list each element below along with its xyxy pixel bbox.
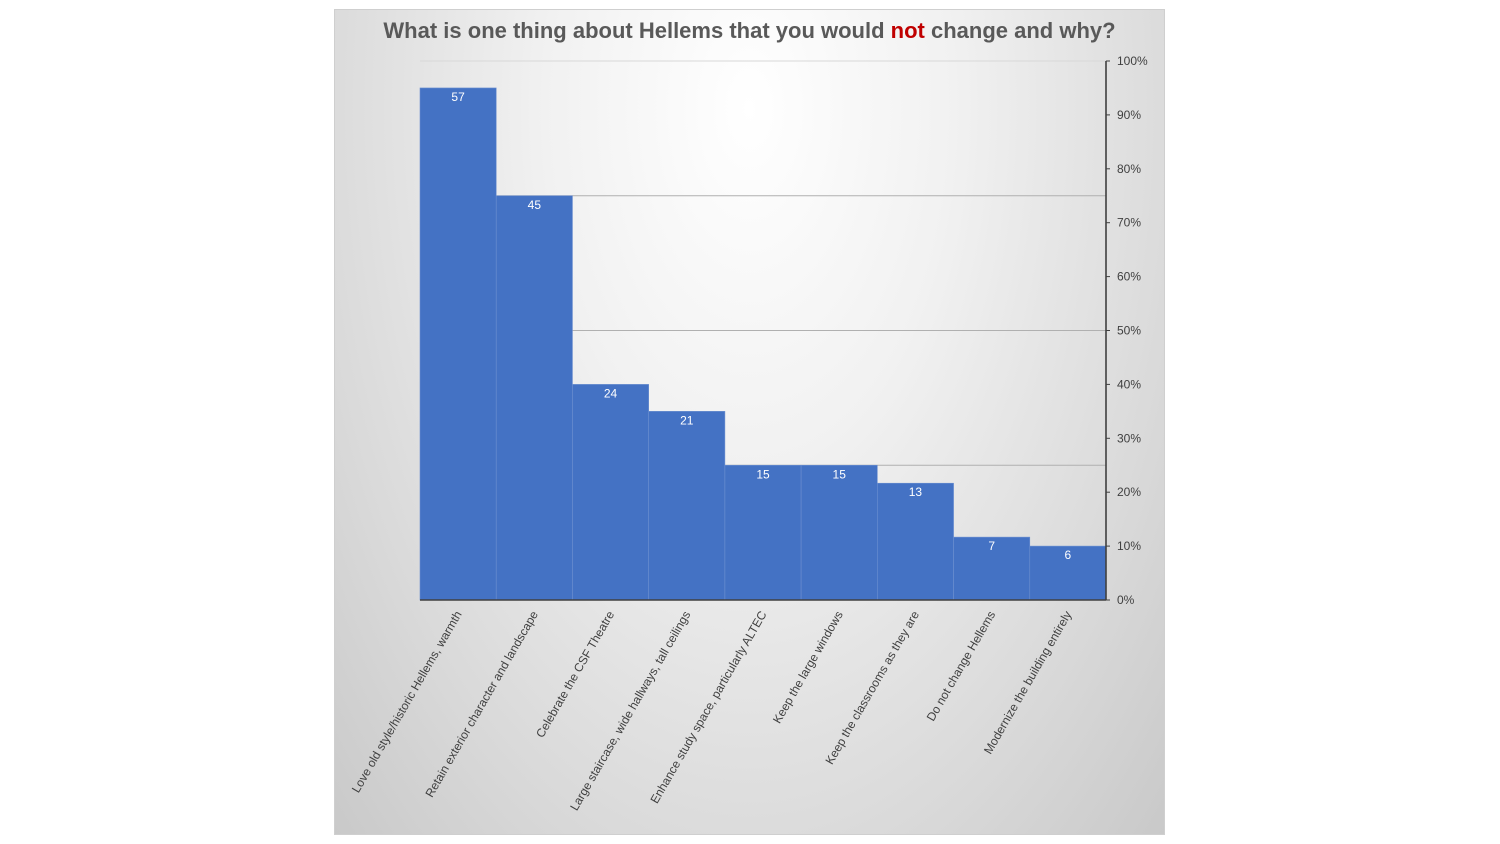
bar [1029, 545, 1107, 601]
axis-tick-label: 70% [1117, 216, 1141, 230]
bar [953, 536, 1031, 601]
bar [572, 384, 649, 601]
chart-title: What is one thing about Hellems that you… [335, 18, 1164, 44]
data-label: 24 [604, 386, 618, 400]
title-suffix: change and why? [924, 18, 1116, 43]
bar [724, 464, 802, 601]
axis-tick-label: 40% [1117, 377, 1141, 391]
category-label: Celebrate the CSF Theatre [533, 608, 617, 740]
data-label: 45 [528, 198, 542, 212]
bar [495, 195, 573, 601]
axis-tick-label: 50% [1117, 324, 1141, 338]
category-label: Do not change Hellems [924, 609, 998, 724]
data-label: 6 [1065, 548, 1072, 562]
category-label: Large staircase, wide hallways, tall cei… [567, 609, 693, 814]
axis-tick-label: 20% [1117, 485, 1141, 499]
bar [800, 464, 878, 601]
data-label: 21 [680, 413, 694, 427]
data-label: 7 [988, 539, 995, 553]
bar [419, 87, 497, 601]
chart-panel: What is one thing about Hellems that you… [334, 9, 1165, 835]
axis-tick-label: 30% [1117, 431, 1141, 445]
axis-tick-label: 10% [1117, 539, 1141, 553]
title-prefix: What is one thing about Hellems that you… [383, 18, 891, 43]
axis-tick-label: 90% [1117, 108, 1141, 122]
data-label: 15 [756, 467, 770, 481]
category-label: Modernize the building entirely [981, 609, 1075, 757]
category-label: Keep the large windows [770, 609, 846, 726]
title-emphasis: not [890, 18, 925, 43]
data-label: 13 [909, 485, 923, 499]
bar [648, 411, 726, 601]
axis-tick-label: 80% [1117, 162, 1141, 176]
axis-tick-label: 0% [1117, 593, 1135, 607]
bar [877, 482, 954, 601]
axis-tick-label: 60% [1117, 270, 1141, 284]
category-label: Keep the classrooms as they are [823, 608, 923, 767]
data-label: 15 [833, 467, 847, 481]
axis-tick-label: 100% [1117, 54, 1148, 68]
data-label: 57 [451, 90, 465, 104]
